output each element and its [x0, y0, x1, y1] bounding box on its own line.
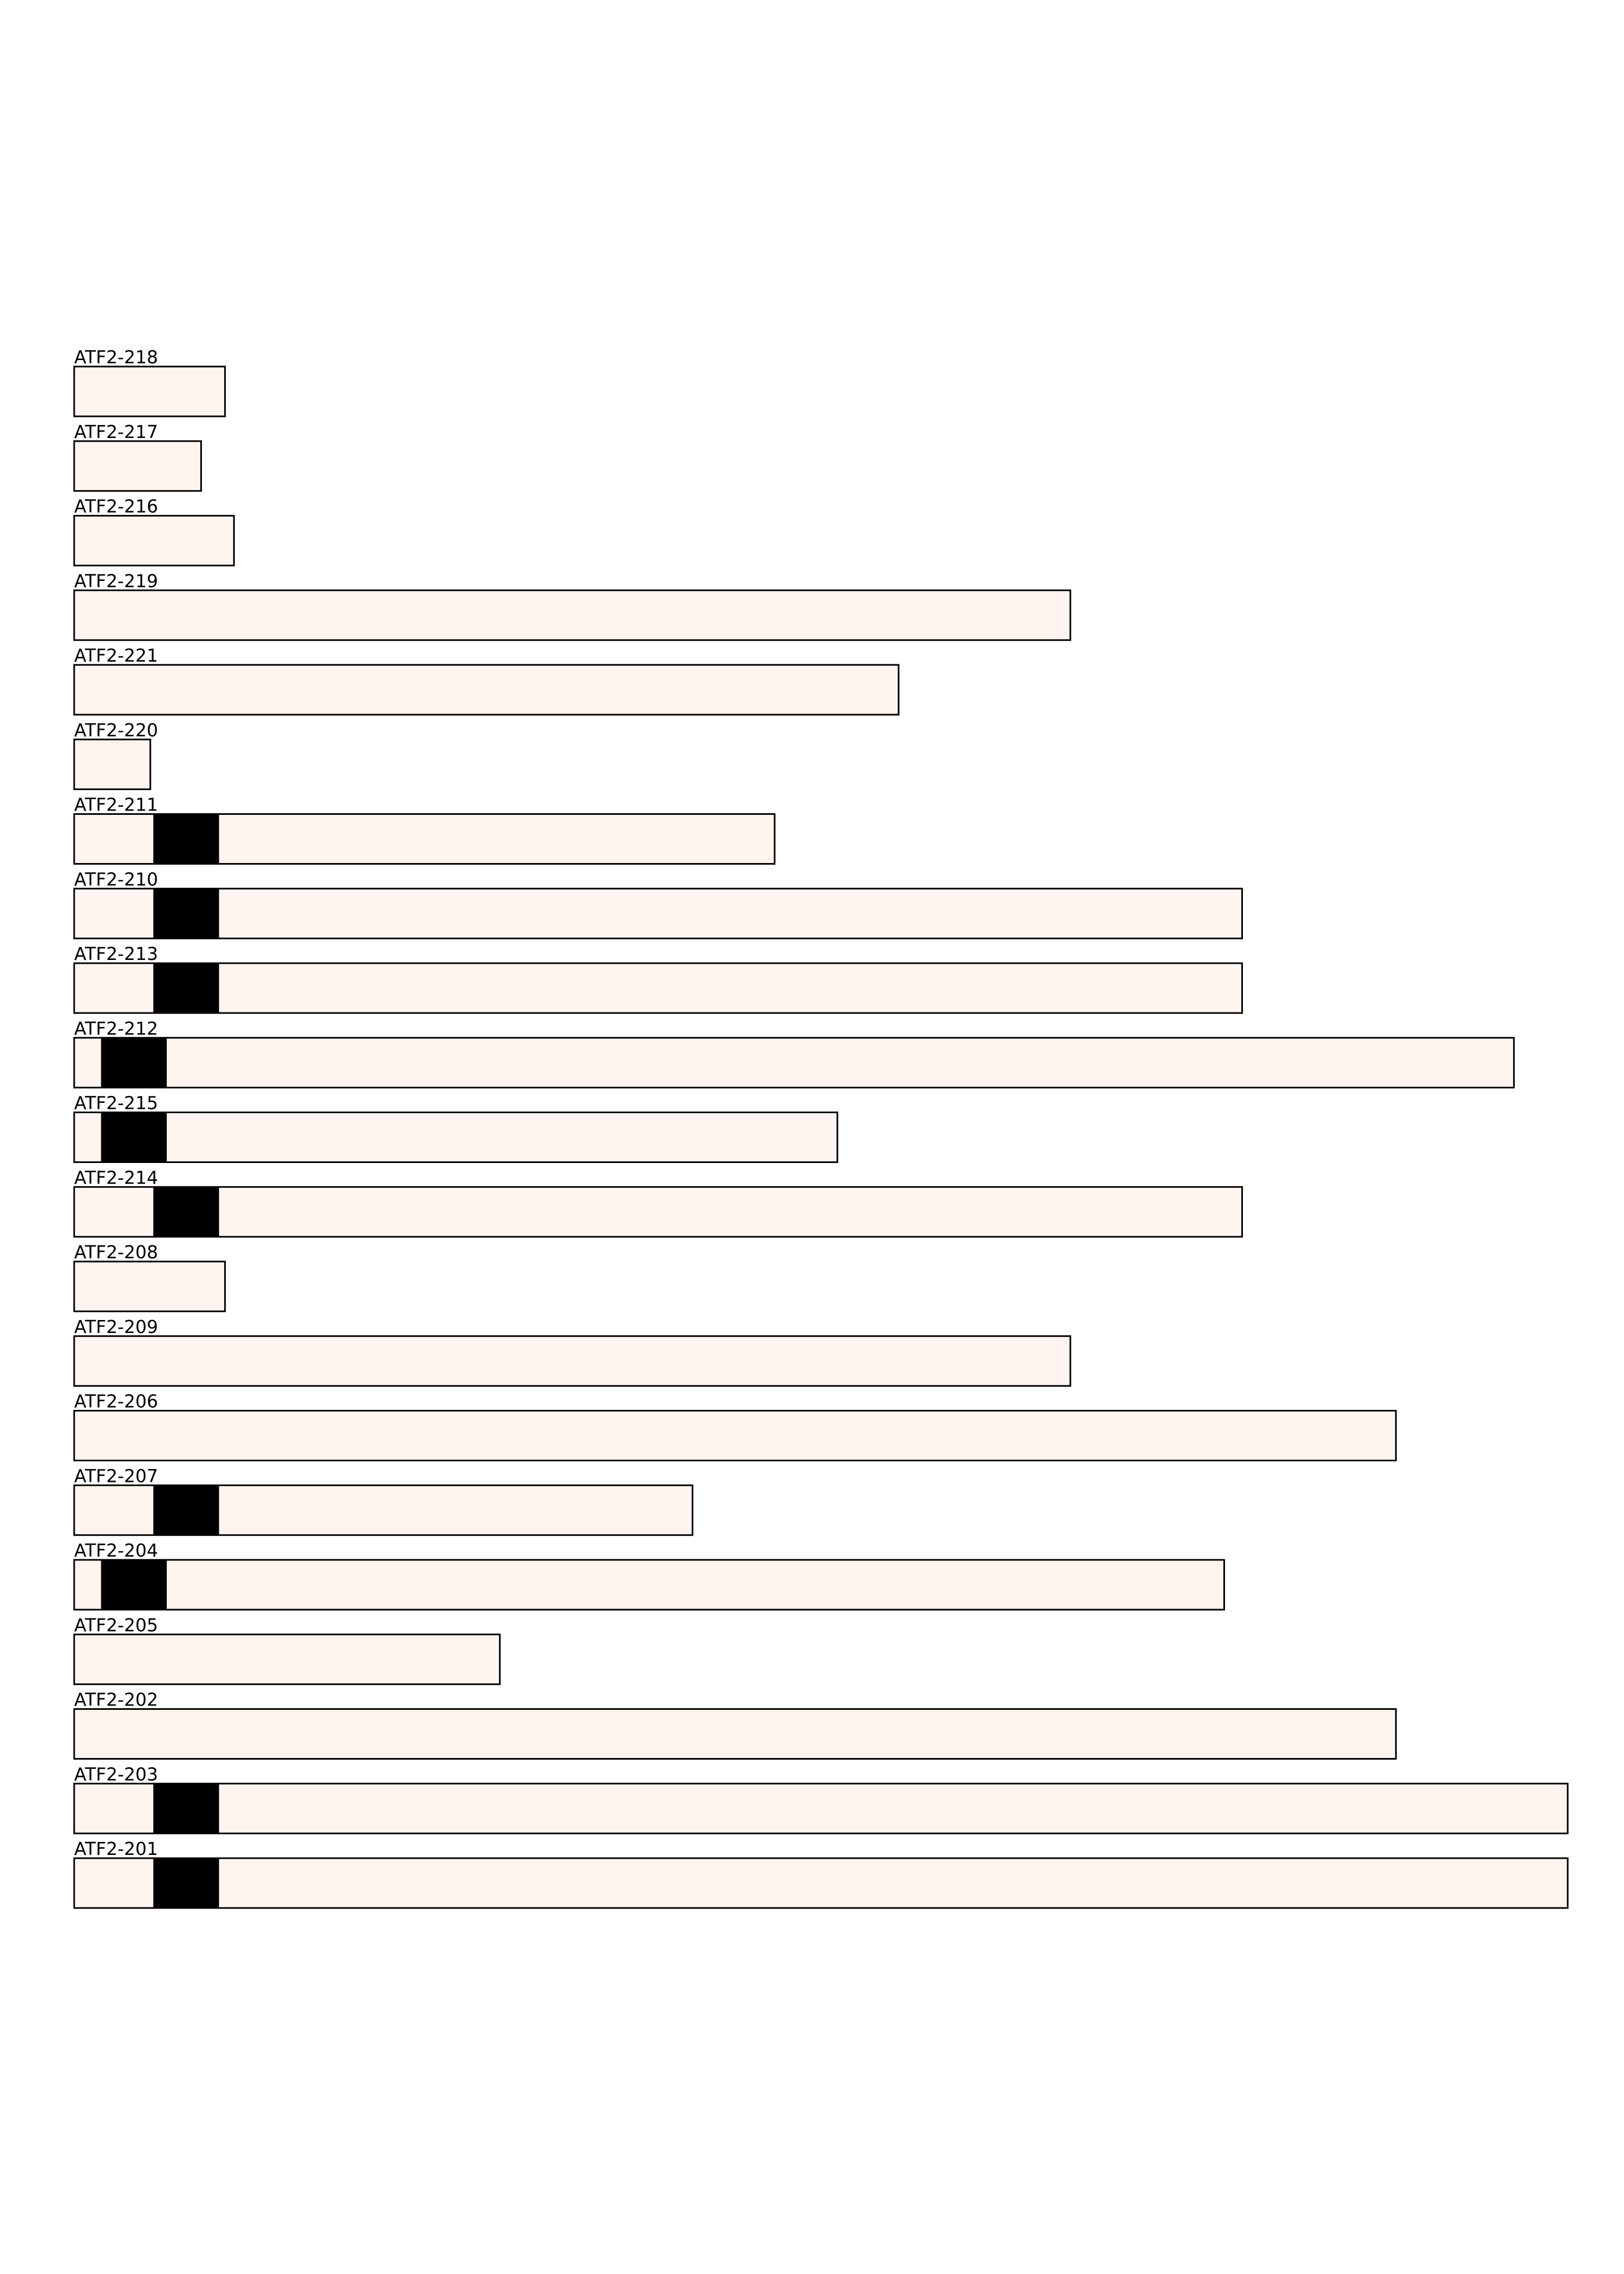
transcript-row: ATF2-201: [73, 1838, 1569, 1909]
transcript-label: ATF2-219: [74, 570, 158, 591]
transcript-label: ATF2-206: [74, 1391, 158, 1412]
transcript-row: ATF2-214: [73, 1167, 1243, 1238]
feature-block: [153, 1485, 219, 1535]
transcript-row: ATF2-208: [73, 1241, 226, 1312]
feature-block: [153, 1858, 219, 1908]
transcript-row: ATF2-207: [73, 1465, 693, 1536]
transcript-bar: [73, 1410, 1397, 1461]
transcript-label: ATF2-203: [74, 1763, 158, 1785]
transcript-label: ATF2-201: [74, 1838, 158, 1859]
transcript-row: ATF2-218: [73, 347, 226, 417]
transcript-row: ATF2-221: [73, 645, 900, 716]
transcript-bar: [73, 1260, 226, 1312]
transcript-bar: [73, 1335, 1071, 1387]
transcript-bar: [73, 887, 1243, 939]
transcript-bar: [73, 1186, 1243, 1238]
transcript-row: ATF2-202: [73, 1689, 1397, 1760]
feature-block: [101, 1560, 167, 1610]
transcript-label: ATF2-202: [74, 1689, 158, 1710]
transcript-bar: [73, 1857, 1569, 1909]
transcript-row: ATF2-210: [73, 868, 1243, 939]
transcript-label: ATF2-220: [74, 720, 158, 741]
transcript-label: ATF2-218: [74, 347, 158, 368]
transcript-bar: [73, 1782, 1569, 1834]
transcript-row: ATF2-209: [73, 1316, 1071, 1387]
feature-block: [153, 963, 219, 1013]
transcript-label: ATF2-205: [74, 1615, 158, 1636]
feature-block: [153, 888, 219, 939]
transcript-row: ATF2-215: [73, 1093, 839, 1163]
transcript-label: ATF2-211: [74, 794, 158, 815]
feature-block: [153, 814, 219, 864]
transcript-bar: [73, 962, 1243, 1014]
transcript-label: ATF2-215: [74, 1093, 158, 1114]
transcript-row: ATF2-206: [73, 1391, 1397, 1461]
transcript-bar: [73, 1708, 1397, 1760]
transcript-row: ATF2-219: [73, 570, 1071, 641]
transcript-row: ATF2-203: [73, 1763, 1569, 1834]
transcript-bar: [73, 1112, 839, 1163]
transcript-row: ATF2-212: [73, 1018, 1515, 1089]
transcript-bar: [73, 739, 152, 790]
transcript-row: ATF2-211: [73, 794, 776, 865]
transcript-row: ATF2-213: [73, 943, 1243, 1014]
transcript-label: ATF2-221: [74, 645, 158, 666]
transcript-label: ATF2-210: [74, 868, 158, 890]
transcript-label: ATF2-213: [74, 943, 158, 964]
transcript-bar: [73, 1633, 501, 1685]
transcript-row: ATF2-216: [73, 496, 235, 566]
transcript-label: ATF2-207: [74, 1465, 158, 1486]
transcript-row: ATF2-205: [73, 1615, 501, 1685]
feature-block: [153, 1783, 219, 1834]
transcript-label: ATF2-208: [74, 1241, 158, 1263]
feature-block: [101, 1112, 167, 1162]
transcript-label: ATF2-204: [74, 1540, 158, 1561]
transcript-row: ATF2-217: [73, 421, 202, 492]
feature-block: [153, 1187, 219, 1237]
transcript-bar: [73, 589, 1071, 641]
transcript-bar: [73, 440, 202, 492]
transcript-bar: [73, 664, 900, 716]
transcript-bar: [73, 515, 235, 566]
transcript-row: ATF2-204: [73, 1540, 1225, 1611]
transcript-label: ATF2-214: [74, 1167, 158, 1188]
transcript-row: ATF2-220: [73, 720, 158, 790]
transcript-label: ATF2-217: [74, 421, 158, 442]
transcript-bar: [73, 1037, 1515, 1089]
transcript-label: ATF2-209: [74, 1316, 158, 1337]
transcript-label: ATF2-212: [74, 1018, 158, 1039]
feature-block: [101, 1037, 167, 1088]
transcript-bar: [73, 1559, 1225, 1611]
transcript-label: ATF2-216: [74, 496, 158, 517]
transcript-bar: [73, 365, 226, 417]
